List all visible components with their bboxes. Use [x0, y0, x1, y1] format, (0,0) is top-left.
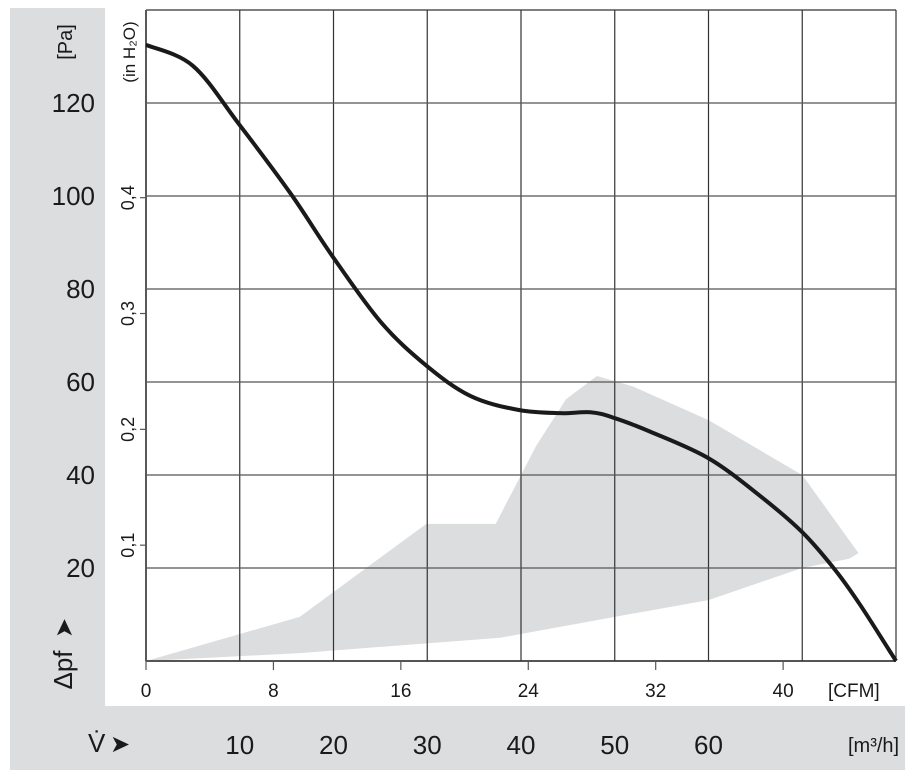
inh2o-tick-label: 0,3 — [118, 301, 138, 326]
inh2o-tick-label: 0,4 — [118, 185, 138, 210]
labels-layer: 20 40 60 80 100 120 10 20 30 40 50 60 0 8 16 24 32 40 0,1 0… — [52, 88, 794, 760]
y-tick-label: 60 — [66, 367, 95, 397]
cfm-unit-label: [CFM] — [828, 681, 880, 702]
inh2o-tick-label: 0,1 — [118, 533, 138, 558]
operating-range-area — [146, 375, 859, 661]
y-axis-label: Δpf — [48, 650, 78, 690]
x-tick-label: 60 — [694, 730, 723, 760]
y-tick-label: 100 — [52, 181, 95, 211]
operating-range-layer — [146, 375, 859, 661]
x-tick-label: 50 — [600, 730, 629, 760]
y-tick-label: 120 — [52, 88, 95, 118]
x-unit-label: [m³/h] — [848, 735, 899, 757]
grid-layer — [145, 9, 897, 662]
y-tick-label: 80 — [66, 274, 95, 304]
x-axis-arrow-icon: ➤ — [110, 731, 130, 758]
cfm-tick-label: 8 — [268, 681, 279, 702]
y-secondary-unit-label: (in H₂O) — [120, 21, 139, 82]
y-axis-arrow-icon: ➤ — [51, 618, 78, 638]
inh2o-tick-label: 0,2 — [118, 417, 138, 442]
left-axis-band — [10, 8, 105, 708]
x-tick-label: 10 — [225, 730, 254, 760]
x-tick-label: 20 — [319, 730, 348, 760]
cfm-tick-label: 32 — [645, 681, 666, 702]
x-tick-label: 30 — [413, 730, 442, 760]
y-tick-label: 20 — [66, 553, 95, 583]
x-axis-label: V̇ — [88, 728, 106, 758]
cfm-tick-label: 24 — [518, 681, 540, 702]
cfm-tick-label: 16 — [390, 681, 411, 702]
y-tick-label: 40 — [66, 460, 95, 490]
curve-layer — [145, 43, 898, 663]
fan-curve-line — [145, 43, 898, 663]
cfm-tick-label: 0 — [141, 681, 152, 702]
bottom-axis-band — [10, 706, 905, 770]
y-unit-label: [Pa] — [55, 24, 77, 60]
cfm-tick-label: 40 — [773, 681, 794, 702]
x-tick-label: 40 — [507, 730, 536, 760]
